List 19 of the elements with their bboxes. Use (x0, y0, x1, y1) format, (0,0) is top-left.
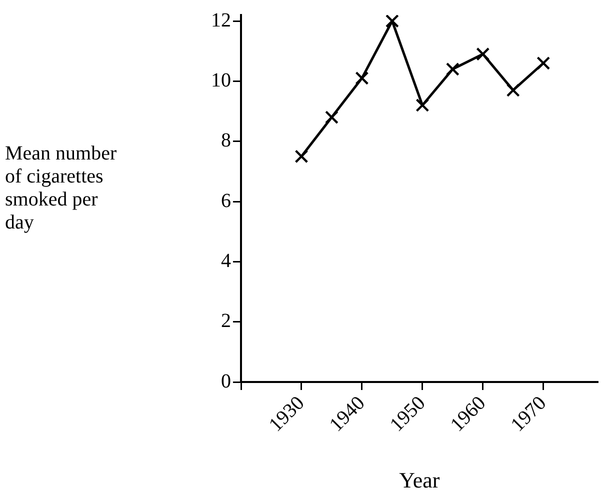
point (416, 98, 430, 112)
y-tick-label: 10 (211, 69, 231, 92)
point (506, 83, 520, 97)
point (536, 56, 550, 70)
y-tick-label: 2 (221, 310, 231, 332)
y-tick-label: 12 (211, 9, 231, 32)
y-tick-label: 0 (221, 370, 231, 392)
y-tick-label: 8 (221, 130, 231, 152)
y-tick-label: 6 (221, 190, 231, 212)
y-tick-label: 4 (221, 250, 231, 272)
x-axis-title: Year (399, 468, 440, 493)
point (294, 150, 308, 164)
point (355, 71, 369, 85)
x-tick-label: 1970 (506, 392, 551, 436)
y-axis-title: Mean number of cigarettes smoked per day (5, 142, 117, 234)
point (446, 62, 460, 76)
point (476, 47, 490, 61)
point (385, 15, 399, 28)
point (324, 110, 338, 124)
